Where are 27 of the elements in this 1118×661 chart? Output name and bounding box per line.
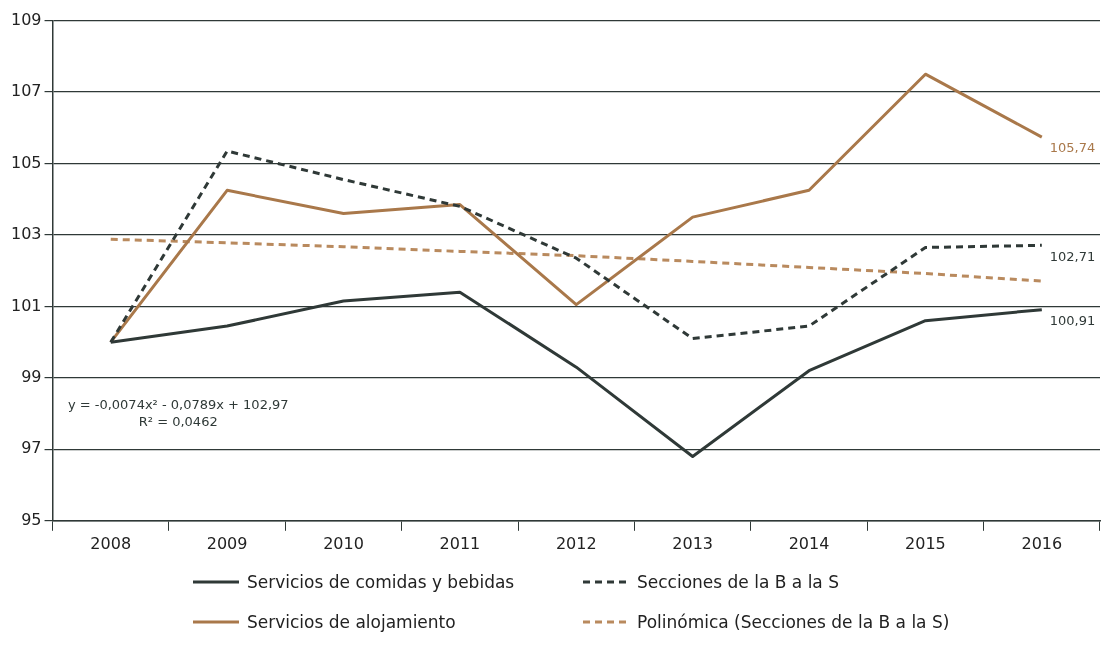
x-tick-label: 2011: [439, 533, 481, 553]
x-tick-label: 2014: [788, 533, 830, 553]
data-label: 105,74: [1049, 140, 1096, 156]
y-tick-label: 109: [10, 9, 42, 29]
legend-label: Secciones de la B a la S: [637, 572, 839, 592]
x-tick-label: 2010: [323, 533, 364, 553]
data-label: 100,91: [1049, 313, 1096, 329]
x-tick-label: 2009: [206, 533, 248, 553]
y-tick-label: 101: [10, 295, 42, 315]
y-tick-label: 103: [10, 224, 42, 244]
x-tick-label: 2015: [905, 533, 946, 553]
x-tick-label: 2012: [555, 533, 597, 553]
y-tick-label: 95: [21, 509, 42, 529]
legend-label: Servicios de comidas y bebidas: [247, 572, 515, 592]
legend-label: Servicios de alojamiento: [247, 612, 456, 632]
x-tick-label: 2016: [1021, 533, 1063, 553]
x-tick-label: 2013: [672, 533, 714, 553]
annotation: R² = 0,0462: [138, 414, 218, 430]
x-tick-label: 2008: [90, 533, 132, 553]
y-tick-label: 97: [21, 438, 42, 458]
line-series: [109, 237, 1044, 283]
y-tick-label: 105: [10, 152, 42, 172]
y-tick-label: 99: [21, 367, 42, 387]
y-tick-label: 107: [10, 81, 42, 101]
legend-label: Polinómica (Secciones de la B a la S): [637, 612, 950, 632]
data-label: 102,71: [1049, 248, 1096, 264]
annotation: y = -0,0074x² - 0,0789x + 102,97: [67, 397, 289, 413]
